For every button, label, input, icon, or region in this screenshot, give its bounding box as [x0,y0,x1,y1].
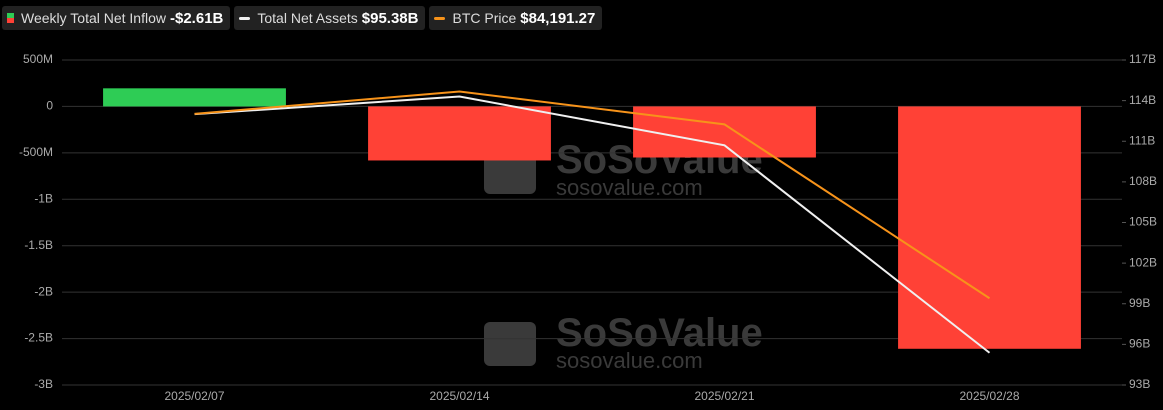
y2-tick-label: 96B [1129,337,1150,351]
legend-swatch [239,16,251,20]
watermark-site: sosovalue.com [556,175,703,200]
legend-label: Weekly Total Net Inflow [21,10,166,26]
legend-value: $95.38B [361,9,419,27]
legend-label: Total Net Assets [257,10,358,26]
y-tick-label: -1.5B [24,238,53,252]
legend-item[interactable]: Total Net Assets $95.38B [234,6,426,30]
x-tick-label: 2025/02/21 [694,389,754,403]
y-tick-label: 0 [46,99,53,113]
bar [103,88,286,107]
y-tick-label: -2.5B [24,331,53,345]
y2-tick-label: 108B [1129,174,1157,188]
y-tick-label: -1B [34,191,53,205]
legend-item[interactable]: BTC Price $84,191.27 [429,6,603,30]
legend-swatch [434,16,446,20]
y-tick-label: 500M [23,52,53,66]
y2-tick-label: 105B [1129,215,1157,229]
watermark-site: sosovalue.com [556,348,703,373]
y2-tick-label: 93B [1129,377,1150,391]
y2-tick-label: 102B [1129,255,1157,269]
bar [898,106,1081,349]
legend-label: BTC Price [452,10,517,26]
legend-value: -$2.61B [170,9,224,27]
y-tick-label: -3B [34,377,53,391]
y-tick-label: -500M [19,145,53,159]
y2-tick-label: 111B [1129,133,1155,147]
x-tick-label: 2025/02/14 [429,389,489,403]
legend-swatch [7,13,14,23]
bar [633,106,816,158]
bar [368,106,551,161]
watermark-logo [484,150,536,194]
x-tick-label: 2025/02/28 [959,389,1019,403]
x-tick-label: 2025/02/07 [164,389,224,403]
y2-tick-label: 114B [1129,93,1156,107]
y2-tick-label: 117B [1129,52,1156,66]
legend-item[interactable]: Weekly Total Net Inflow -$2.61B [2,6,231,30]
line [194,95,991,354]
watermark-logo [484,322,536,366]
y-tick-label: -2B [34,284,53,298]
watermark-brand: SoSoValue [556,311,763,355]
watermark: SoSoValue sosovalue.com SoSoValue sosova… [484,138,763,373]
legend: Weekly Total Net Inflow -$2.61B Total Net … [2,6,603,30]
legend-value: $84,191.27 [520,9,596,27]
y2-tick-label: 99B [1129,296,1150,310]
line [194,90,991,300]
